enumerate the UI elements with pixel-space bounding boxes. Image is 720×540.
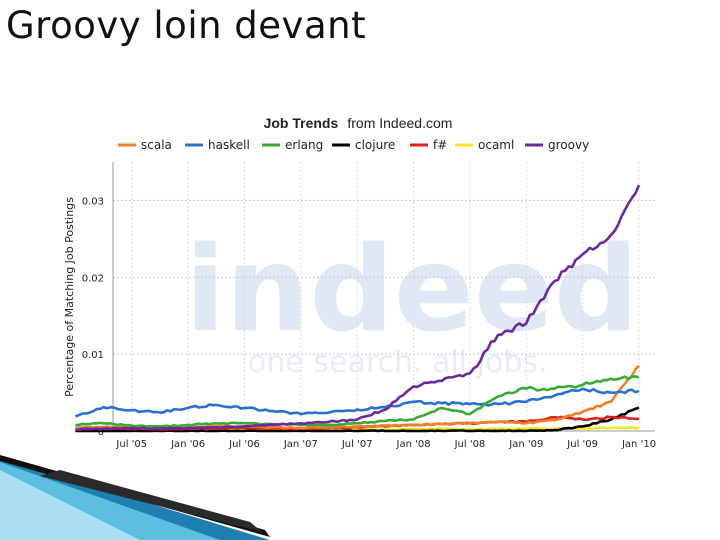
legend-label: scala [141, 138, 172, 152]
x-tick-label: Jan '07 [283, 439, 318, 450]
series-line-erlang [75, 375, 640, 428]
x-tick-label: Jan '10 [621, 439, 656, 450]
x-tick-label: Jul '06 [228, 439, 260, 450]
y-tick-label: 0 [98, 427, 104, 438]
legend-label: clojure [355, 138, 395, 152]
x-tick-label: Jul '08 [454, 439, 486, 450]
chart-title: Job Trends from Indeed.com [264, 113, 453, 132]
x-tick-label: Jul '09 [566, 439, 598, 450]
series-lines [74, 184, 641, 433]
y-axis-label: Percentage of Matching Job Postings [63, 197, 76, 397]
x-tick-label: Jul '07 [341, 439, 373, 450]
y-tick-label: 0.01 [82, 350, 104, 361]
series-line-clojure [75, 406, 640, 433]
legend: scala haskell erlang clojure f# ocaml groovy [118, 138, 589, 152]
slide-title: Groovy loin devant [6, 4, 367, 47]
legend-label: ocaml [478, 138, 514, 152]
x-tick-label: Jan '09 [508, 439, 543, 450]
indeed-watermark: indeed one search. all jobs. [185, 220, 638, 380]
legend-label: erlang [285, 138, 323, 152]
series-line-haskell [74, 387, 640, 418]
legend-label: f# [433, 138, 447, 152]
legend-label: haskell [208, 138, 250, 152]
x-tick-label: Jul '05 [115, 439, 147, 450]
svg-text:one search. all jobs.: one search. all jobs. [248, 345, 548, 380]
x-tick-label: Jan '06 [170, 439, 205, 450]
slide-decoration [0, 455, 270, 540]
legend-label: groovy [548, 138, 589, 152]
y-tick-label: 0.02 [82, 273, 104, 284]
series-line-groovy [75, 184, 641, 432]
x-tick-label: Jan '08 [396, 439, 431, 450]
svg-text:indeed: indeed [185, 220, 638, 358]
y-tick-label: 0.03 [82, 196, 104, 207]
